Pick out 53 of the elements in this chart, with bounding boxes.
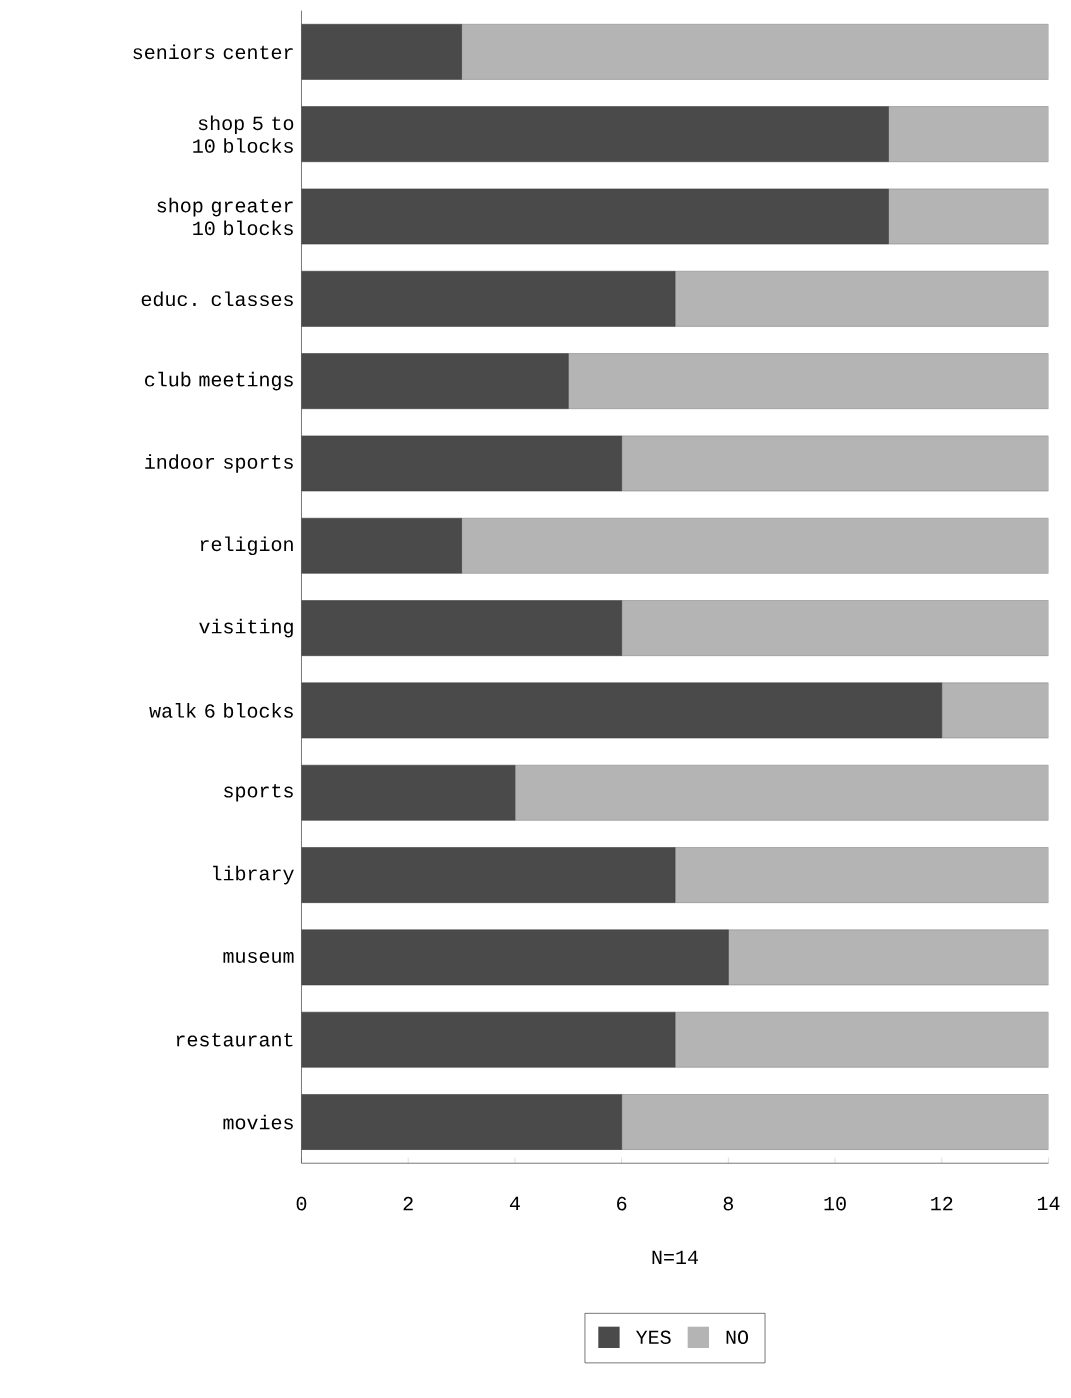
legend-label: NO [726,1330,748,1345]
bar [621,600,1049,656]
x-tick-label: 2 [403,1196,413,1211]
x-tick-label: 6 [617,1196,627,1211]
bar [621,435,1049,492]
x-tick-label: 10 [824,1196,846,1211]
bar [301,764,516,821]
x-axis-title: N=14 [652,1250,698,1264]
y-tick-label: restaurant [176,1032,293,1047]
y-tick-label: club meetings [144,371,293,391]
bar [674,1011,1049,1068]
bar [301,600,622,656]
y-tick-label: seniors center [133,44,293,60]
y-tick-label: shop 5 to 10 blocks [193,115,294,153]
legend-label: YES [635,1330,671,1345]
y-tick-label: educ. classes [141,291,293,307]
bar [301,188,889,245]
bar [301,435,622,492]
y-tick-label: religion [200,536,293,556]
y-tick-label: indoor sports [145,454,293,473]
bar [301,353,569,409]
x-tick-label: 8 [723,1196,733,1211]
bar [461,517,1049,574]
bar [301,682,942,739]
x-tick-label: 14 [1037,1196,1060,1211]
y-tick-label: shop greater 10 blocks [157,197,293,236]
bar [301,23,462,80]
x-tick-label: 0 [296,1196,307,1211]
bar [461,23,1049,80]
y-tick-label: library [213,865,294,885]
bar [301,106,889,163]
bar [728,929,1049,986]
bar [621,1094,1049,1150]
bar [888,188,1049,245]
bar [301,847,676,903]
bar [301,1094,622,1150]
bar [301,929,729,986]
bar [301,270,676,327]
bar [941,682,1049,739]
bar [888,106,1049,163]
bar [567,353,1049,409]
bar [674,847,1049,903]
bar [514,764,1049,821]
x-tick-label: 4 [509,1196,520,1211]
y-tick-label: movies [223,1114,293,1130]
x-tick-label: 12 [931,1196,953,1211]
bar [301,517,462,574]
y-tick-label: museum [223,951,294,963]
y-tick-label: walk 6 blocks [149,703,293,718]
y-tick-label: visiting [199,618,293,638]
bar [674,270,1049,327]
bar [301,1011,676,1068]
y-tick-label: sports [224,784,293,802]
